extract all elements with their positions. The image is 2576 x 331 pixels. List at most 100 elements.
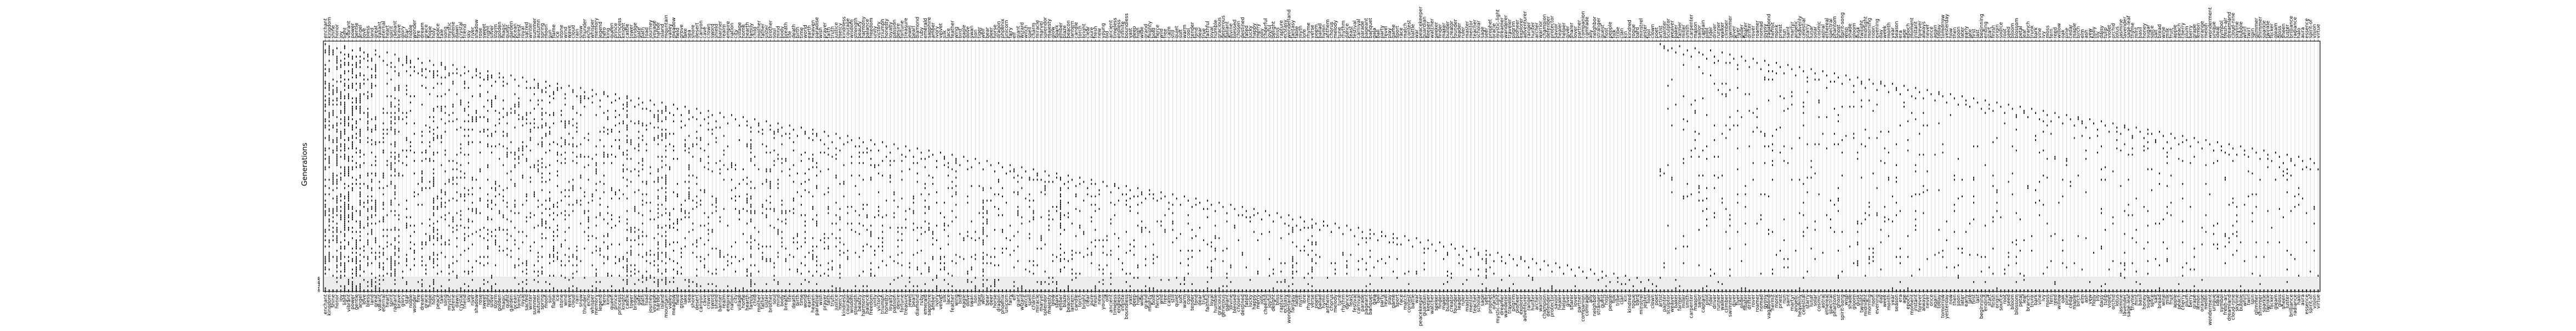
mark-28-73 [433, 137, 434, 139]
mark-71-41 [600, 204, 601, 206]
mark-87-18 [662, 252, 663, 254]
mark-49-24 [515, 239, 516, 241]
mark-76-0 [619, 289, 620, 291]
mark-70-31 [596, 225, 597, 226]
mark-28-102 [433, 77, 434, 78]
mark-25-57 [421, 170, 423, 172]
mark-35-68 [460, 147, 461, 149]
mark-13-77 [375, 129, 376, 130]
mark-114-57 [766, 170, 767, 172]
mark-155-13 [925, 262, 926, 264]
mark-90-19 [673, 250, 674, 252]
mark-136-29 [851, 229, 852, 231]
mark-155-59 [925, 167, 926, 168]
mark-83-79 [646, 124, 647, 126]
mark-49-41 [515, 204, 516, 206]
mark-first-229 [1211, 204, 1212, 206]
mark-16-77 [387, 129, 388, 130]
mark-base-73 [607, 289, 608, 291]
mark-65-78 [577, 127, 578, 128]
mark-first-265 [1350, 229, 1352, 231]
mark-14-16 [379, 256, 380, 258]
mark-17-61 [391, 162, 392, 164]
mark-35-45 [460, 196, 461, 197]
mark-121-52 [793, 181, 794, 182]
mark-106-23 [735, 242, 736, 243]
mark-197-20 [1087, 248, 1088, 249]
mark-33-89 [453, 104, 454, 105]
mark-247-4 [1280, 281, 1281, 283]
mark-base-101 [716, 289, 717, 291]
mark-18-18 [395, 252, 396, 254]
mark-11-31 [367, 225, 368, 226]
mark-173-16 [994, 256, 995, 258]
mark-19-98 [398, 85, 400, 87]
mark-157-22 [932, 243, 933, 245]
mark-first-8 [356, 56, 357, 58]
mark-36-54 [464, 177, 465, 179]
mark-31-36 [444, 214, 446, 216]
mark-0-68 [325, 147, 326, 149]
mark-101-43 [716, 199, 717, 201]
mark-88-45 [665, 196, 666, 197]
mark-12-76 [371, 131, 372, 133]
mark-234-11 [1230, 266, 1232, 268]
mark-2-78 [333, 127, 334, 128]
mark-109-10 [746, 269, 748, 270]
mark-228-1 [1207, 287, 1208, 289]
mark-19-29 [398, 229, 400, 231]
mark-18-14 [395, 260, 396, 262]
mark-5-32 [344, 222, 345, 224]
mark-81-57 [638, 170, 639, 172]
mark-28-32 [433, 222, 434, 224]
mark-141-26 [870, 235, 871, 237]
mark-65-64 [577, 156, 578, 157]
mark-17-51 [391, 183, 392, 185]
mark-189-1 [1056, 287, 1057, 289]
mark-129-23 [824, 242, 825, 243]
mark-2-53 [333, 179, 334, 180]
mark-first-182 [1029, 177, 1030, 179]
mark-74-7 [611, 275, 612, 277]
mark-18-29 [395, 229, 396, 231]
mark-109-23 [746, 242, 748, 243]
mark-126-21 [812, 246, 813, 247]
mark-207-18 [1126, 252, 1127, 254]
mark-base-150 [905, 289, 907, 291]
mark-19-110 [398, 60, 400, 61]
mark-169-50 [979, 185, 980, 187]
mark-208-0 [1130, 289, 1131, 291]
mark-91-32 [677, 222, 678, 224]
mark-23-45 [414, 196, 415, 197]
mark-63-70 [568, 144, 569, 145]
mark-first-208 [1130, 189, 1131, 191]
mark-85-78 [654, 127, 655, 128]
mark-66-41 [580, 204, 582, 206]
mark-207-41 [1126, 204, 1127, 206]
mark-152-38 [913, 210, 914, 212]
mark-110-33 [750, 221, 751, 222]
mark-first-244 [1269, 214, 1270, 216]
mark-56-91 [542, 100, 543, 101]
mark-84-38 [650, 210, 651, 212]
mark-234-4 [1230, 281, 1232, 283]
mark-67-38 [584, 210, 585, 212]
mark-251-9 [1296, 271, 1297, 272]
mark-12-32 [371, 222, 372, 224]
mark-47-65 [506, 154, 508, 156]
mark-64-79 [572, 124, 573, 126]
mark-65-76 [577, 131, 578, 133]
mark-200-24 [1099, 239, 1100, 241]
mark-44-79 [495, 124, 496, 126]
mark-5-68 [344, 147, 345, 149]
mark-93-35 [685, 216, 686, 218]
mark-67-20 [584, 248, 585, 249]
mark-109-38 [746, 210, 748, 212]
mark-64-73 [572, 137, 573, 139]
mark-256-17 [1315, 254, 1317, 255]
mark-57-25 [545, 237, 546, 239]
mark-94-2 [688, 286, 689, 287]
mark-first-254 [1308, 227, 1309, 229]
mark-1-83 [329, 116, 330, 118]
